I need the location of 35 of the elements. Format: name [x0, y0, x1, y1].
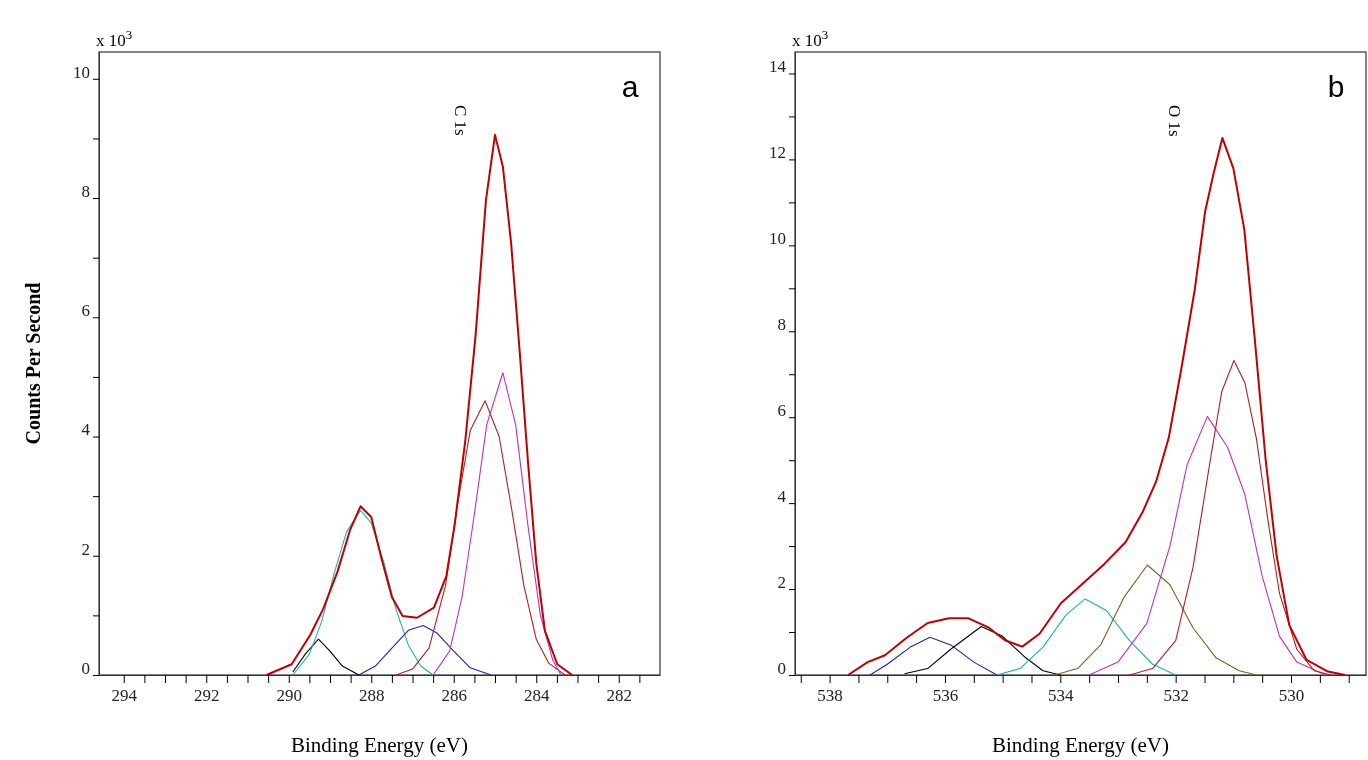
x-tick-label: 288 [359, 686, 385, 706]
text: x 10$^{3}$ [96, 28, 133, 50]
x-tick-label: 282 [606, 686, 632, 706]
annotation: C 1s [450, 104, 470, 136]
y-tick-label: 4 [81, 420, 91, 440]
x-tick-label: 290 [276, 686, 302, 706]
y-tick-label: 14 [769, 57, 787, 77]
x-tick-label: 532 [1163, 686, 1189, 706]
x-tick-label: 286 [441, 686, 467, 706]
y-tick-label: 4 [777, 486, 787, 506]
y-tick-label: 10 [769, 229, 786, 249]
x-axis-title: Binding Energy (eV) [992, 733, 1169, 757]
y-tick-label: 2 [777, 572, 786, 592]
x-tick-label: 530 [1278, 686, 1305, 706]
x-tick-label: 536 [932, 686, 959, 706]
y-tick-label: 8 [81, 181, 90, 201]
x-tick-label: 538 [817, 686, 843, 706]
text: b [1327, 70, 1345, 103]
y-tick-label: 12 [769, 143, 786, 163]
y-tick-label: 10 [73, 62, 90, 82]
text: a [621, 70, 639, 103]
y-tick-label: 6 [777, 401, 786, 421]
y-tick-label: 0 [81, 658, 90, 678]
y-tick-label: 2 [81, 539, 90, 559]
annotation: O 1s [1164, 104, 1184, 137]
x-tick-label: 294 [111, 686, 138, 706]
x-tick-label: 534 [1048, 686, 1075, 706]
x-tick-label: 284 [524, 686, 550, 706]
y-tick-label: 8 [777, 315, 786, 335]
y-tick-label: 6 [81, 301, 90, 321]
text: x 10$^{3}$ [792, 28, 829, 50]
y-tick-label: 0 [777, 658, 786, 678]
y-axis-title: Counts Per Second [22, 282, 44, 445]
x-axis-title: Binding Energy (eV) [291, 733, 468, 757]
x-tick-label: 292 [194, 686, 220, 706]
